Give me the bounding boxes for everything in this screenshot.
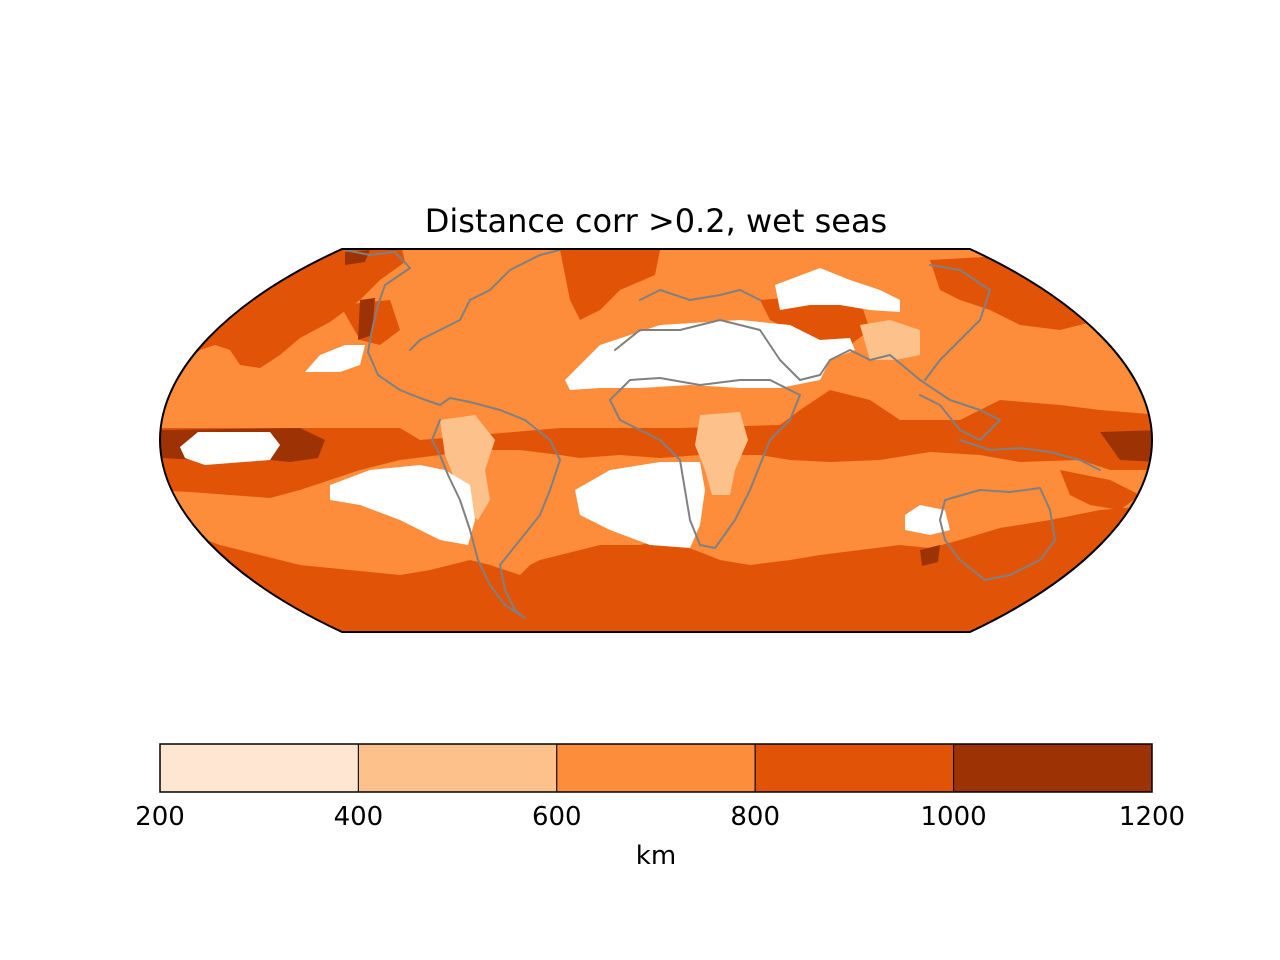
colorbar: 200 400 600 800 1000 1200 km <box>135 743 1185 871</box>
map-title: Distance corr >0.2, wet seas <box>425 202 887 240</box>
colorbar-frame <box>159 743 1153 793</box>
colorbar-tick-label: 800 <box>730 802 780 832</box>
colorbar-tick-label: 1200 <box>1119 802 1185 832</box>
colorbar-bin-3 <box>754 743 955 793</box>
coastlines <box>344 249 1101 619</box>
colorbar-tick-label: 400 <box>334 802 384 832</box>
field-missing <box>180 268 950 548</box>
colorbar-bin-2 <box>556 743 756 793</box>
colorbar-ticks: 200 400 600 800 1000 1200 <box>135 802 1185 832</box>
colorbar-bin-0 <box>159 743 359 793</box>
colorbar-bin-1 <box>357 743 558 793</box>
colorbar-tick-label: 1000 <box>921 802 987 832</box>
colorbar-bin-4 <box>953 743 1153 793</box>
field-400-600 <box>440 320 920 520</box>
colorbar-label: km <box>636 841 676 871</box>
colorbar-tick-label: 200 <box>135 802 185 832</box>
map-field <box>160 249 1152 632</box>
map <box>159 248 1153 633</box>
colorbar-tick-label: 600 <box>532 802 582 832</box>
colorbar-bins <box>159 743 1153 793</box>
